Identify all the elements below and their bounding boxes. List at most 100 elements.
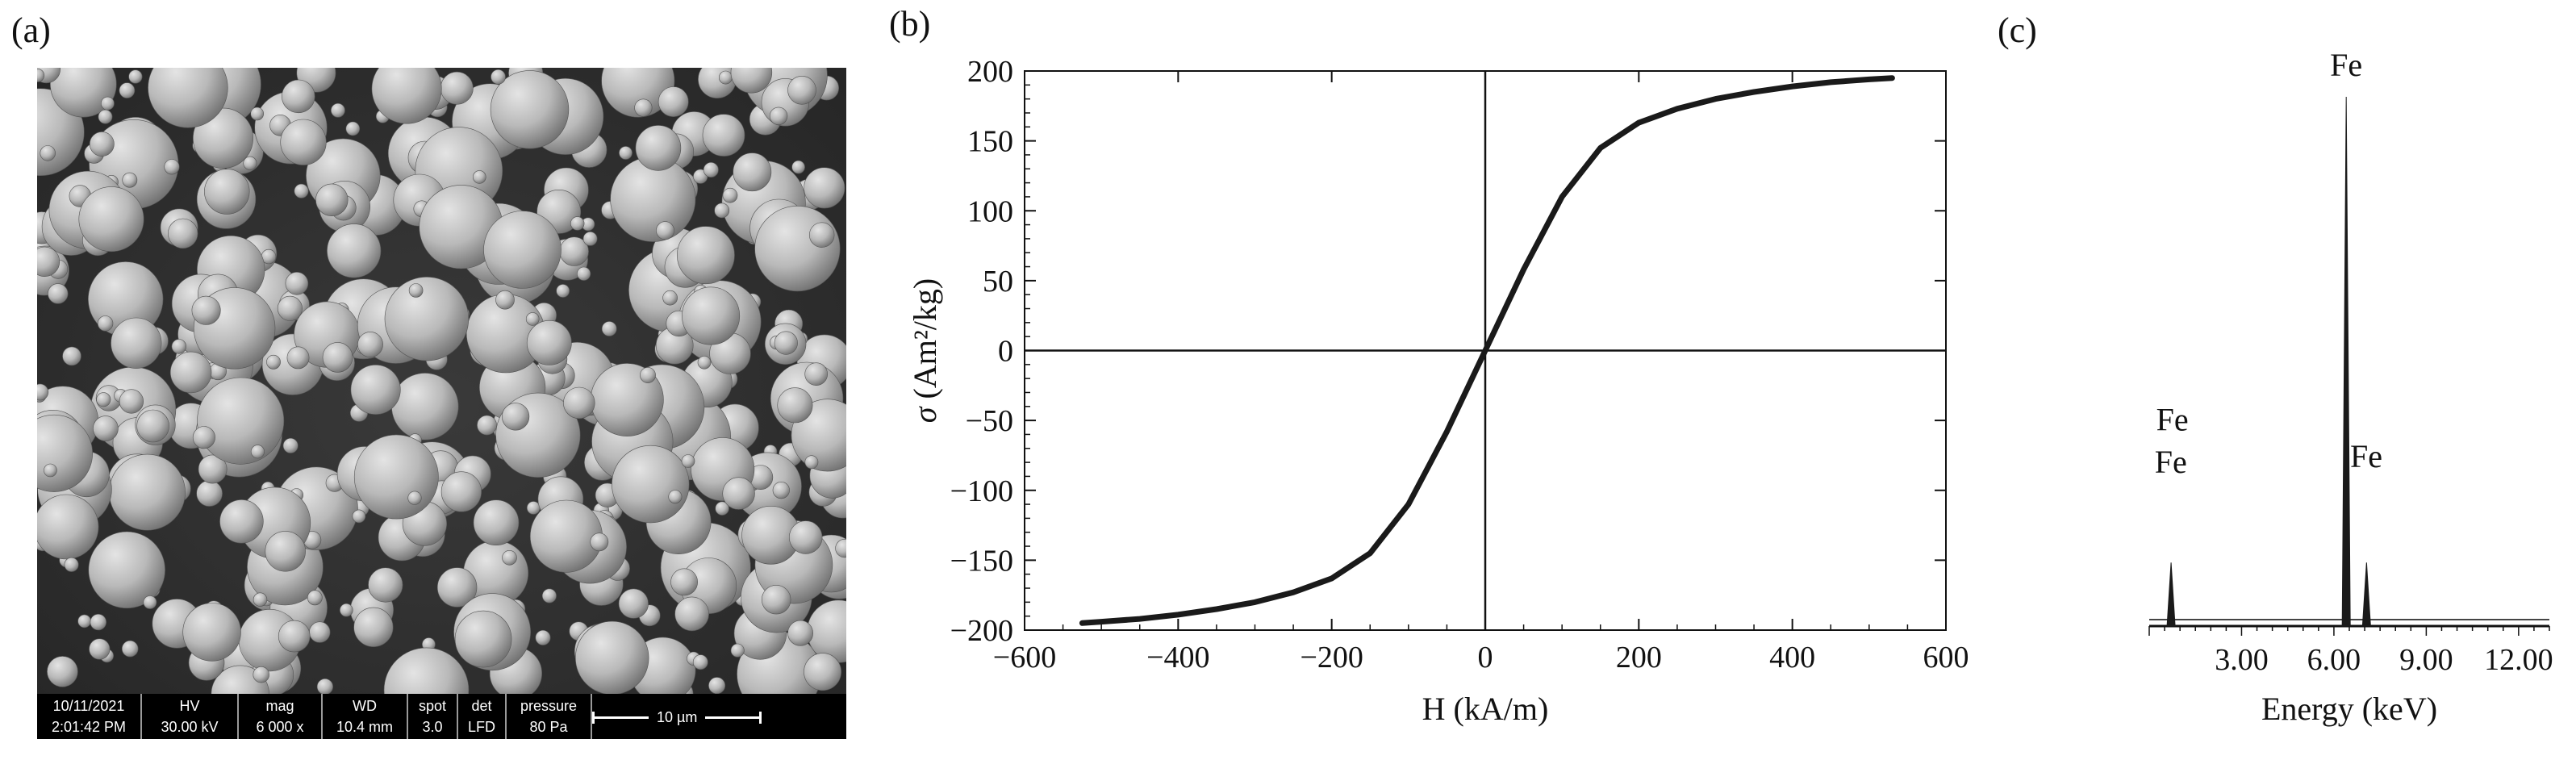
sem-particle (761, 584, 791, 615)
sem-particle (733, 152, 772, 192)
y-tick-label: 50 (983, 265, 1013, 299)
sem-particle (44, 463, 57, 478)
eds-peak (2361, 562, 2371, 627)
sem-particle (541, 588, 557, 603)
sem-particle (77, 614, 91, 628)
sem-particle (119, 389, 144, 414)
sem-particle (714, 203, 730, 219)
x-tick-label: 400 (1769, 641, 1815, 674)
sem-particle (345, 121, 361, 136)
sem-particle (277, 295, 303, 321)
eds-peak-label: Fe (2156, 401, 2189, 437)
sem-particle (93, 415, 119, 441)
sem-det-cell: det LFD (457, 694, 505, 739)
eds-x-tick-label: 3.00 (2215, 643, 2269, 677)
sem-particle (640, 367, 656, 383)
sem-particle (286, 346, 310, 370)
sem-particle (634, 98, 653, 117)
sem-particle (168, 218, 198, 249)
sem-particle (88, 531, 165, 609)
sem-particle (791, 160, 805, 174)
sem-pressure-cell: pressure 80 Pa (505, 694, 591, 739)
sem-particle (835, 539, 846, 558)
scale-bar: 10 µm (592, 707, 762, 728)
sem-particle (371, 68, 442, 124)
sem-particle (703, 162, 719, 178)
sem-particle (62, 346, 81, 366)
sem-particle (96, 392, 111, 407)
eds-x-tick-label: 6.00 (2307, 643, 2361, 677)
y-tick-label: 100 (967, 194, 1013, 228)
sem-particle (525, 312, 540, 326)
sem-particle (787, 75, 816, 105)
y-tick-label: −100 (950, 474, 1013, 508)
sem-particle (196, 480, 223, 507)
sem-particle (101, 96, 115, 111)
panel-b-label: (b) (889, 4, 931, 44)
sem-particle (250, 106, 265, 121)
sem-particle (309, 621, 331, 643)
sem-particle (169, 351, 212, 394)
sem-particle (576, 266, 591, 281)
sem-hv-cell: HV 30.00 kV (140, 694, 237, 739)
eds-peak-label: Fe (2330, 47, 2362, 83)
sem-particle (804, 653, 842, 691)
sem-particle (50, 68, 117, 118)
x-tick-label: −400 (1146, 641, 1209, 674)
sem-particle (37, 69, 45, 82)
sem-particle (282, 437, 299, 453)
sem-particle (197, 377, 285, 465)
sem-particle (40, 145, 56, 161)
y-tick-label: −200 (950, 614, 1013, 648)
x-tick-label: −600 (993, 641, 1056, 674)
sem-spot-cell: spot 3.0 (407, 694, 457, 739)
sem-particle (601, 321, 617, 336)
sem-particle (204, 169, 250, 215)
sem-particle (148, 68, 228, 128)
sem-particle (590, 532, 609, 552)
sem-particle (48, 283, 69, 304)
sem-particle (97, 315, 114, 332)
sem-particle (322, 342, 353, 373)
sem-particle (730, 68, 773, 94)
sem-particle (353, 607, 394, 648)
x-tick-label: −200 (1300, 641, 1363, 674)
plot-frame (1024, 70, 1947, 631)
sem-particle (98, 109, 113, 124)
sem-particle (656, 221, 674, 240)
sem-particle (37, 246, 61, 277)
sem-particle (491, 69, 506, 85)
sem-info-bar: 10/11/2021 2:01:42 PM HV 30.00 kV mag 6 000… (37, 694, 846, 739)
sem-particle (384, 277, 470, 361)
sem-particle (658, 86, 689, 117)
sem-particle (473, 499, 520, 546)
sem-wd-cell: WD 10.4 mm (321, 694, 407, 739)
sem-particle (440, 471, 482, 512)
sem-particle (78, 186, 144, 253)
sem-particle (89, 638, 111, 660)
eds-peak-label: Fe (2155, 444, 2187, 480)
sem-particle (730, 643, 745, 658)
sem-particle (804, 455, 819, 470)
sem-particle (353, 434, 439, 520)
sem-particle (772, 481, 790, 499)
sem-particle (128, 69, 143, 84)
sem-particle (692, 654, 708, 670)
sem-particle (662, 290, 678, 306)
sem-particle (787, 620, 814, 646)
sem-particle (368, 567, 403, 603)
sem-particle (64, 557, 79, 572)
sem-particle (307, 590, 323, 606)
sem-image (37, 68, 846, 739)
sem-particle (339, 603, 353, 617)
panel-c-label: (c) (1998, 10, 2037, 50)
sem-particle (436, 567, 478, 608)
sem-particle (670, 568, 699, 596)
sem-particle (294, 183, 309, 198)
y-tick-label: 0 (998, 335, 1013, 369)
sem-particle (315, 183, 349, 217)
sem-particle (47, 656, 78, 687)
magnetization-curve (1079, 75, 1895, 626)
sem-particle (391, 373, 459, 441)
sem-particle (316, 678, 334, 695)
